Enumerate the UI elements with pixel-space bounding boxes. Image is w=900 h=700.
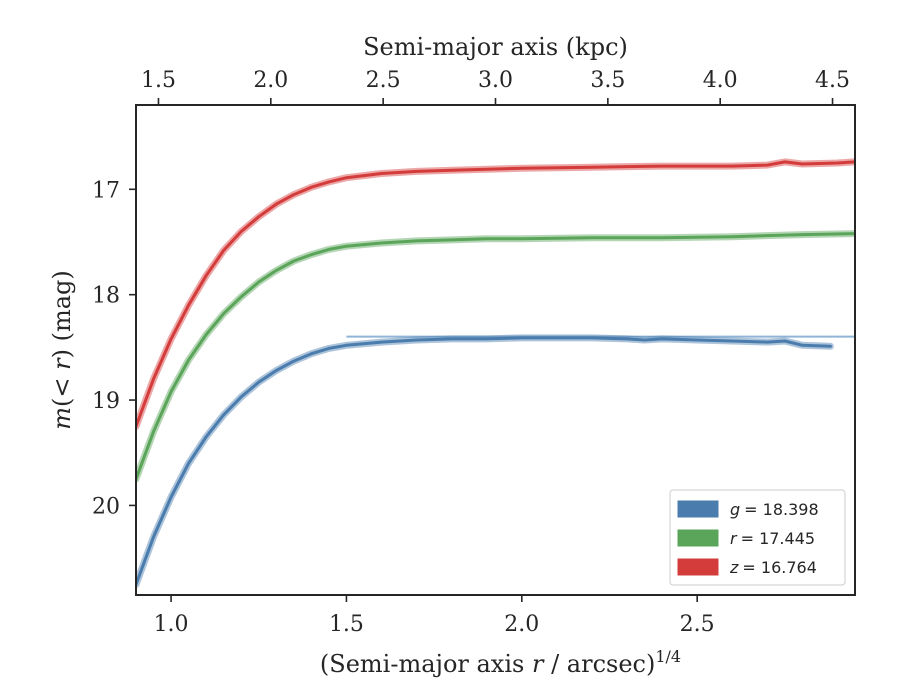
y-axis-title-close: ) — [48, 349, 76, 358]
legend-entry-g: g = 18.398 — [677, 500, 819, 519]
x-tick-label: 1.0 — [154, 612, 189, 637]
legend-label-g: g = 18.398 — [730, 500, 819, 519]
x-tick-label: 2.0 — [504, 612, 539, 637]
top-axis-title: Semi-major axis (kpc) — [363, 33, 628, 61]
top-tick-label: 4.5 — [815, 68, 850, 93]
legend-label-r: r = 17.445 — [730, 529, 815, 548]
y-axis-title-r: r — [48, 357, 76, 370]
top-tick-label: 2.0 — [253, 68, 288, 93]
x-tick-label: 1.5 — [329, 612, 364, 637]
series-layer — [136, 158, 855, 588]
y-tick-label: 18 — [92, 284, 120, 309]
x-axis-title-pre: (Semi-major axis — [320, 650, 532, 678]
legend-label-z: z = 16.764 — [729, 558, 817, 577]
legend-value-z: = 16.764 — [742, 558, 816, 577]
y-axis-title-var: m — [48, 407, 76, 430]
y-axis-title-unit: (mag) — [48, 270, 76, 349]
top-tick-label: 4.0 — [703, 68, 738, 93]
series-line-z — [136, 160, 855, 428]
legend-value-g: = 18.398 — [744, 500, 818, 519]
x-axis-title-var: r — [532, 650, 545, 678]
x-axis-title: (Semi-major axis r / arcsec)1/4 — [320, 647, 681, 678]
legend-entry-z: z = 16.764 — [677, 558, 817, 577]
legend-swatch-g — [677, 500, 719, 518]
x-axis-title-sup: 1/4 — [655, 647, 681, 666]
legend-var-g: g — [730, 500, 740, 519]
series-line-g — [136, 336, 832, 586]
ticks-layer: 1.0 1.5 2.0 2.5 17 18 19 20 1.5 2.0 2.5 3.0 3.5 4.0 4.… — [92, 68, 850, 637]
legend-var-r: r — [730, 529, 738, 548]
series-line-r — [136, 232, 855, 481]
y-axis-title-open: ( — [48, 398, 76, 407]
legend-entry-r: r = 17.445 — [677, 529, 815, 548]
legend-swatch-r — [677, 529, 719, 547]
y-axis-title: m(< r) (mag) — [48, 270, 76, 430]
top-tick-label: 2.5 — [366, 68, 401, 93]
x-axis-title-post: / arcsec) — [543, 650, 655, 678]
y-tick-label: 19 — [92, 389, 120, 414]
top-tick-label: 1.5 — [141, 68, 176, 93]
y-tick-label: 17 — [92, 178, 120, 203]
legend-swatch-z — [677, 558, 719, 576]
legend: g = 18.398 r = 17.445 z = 16.764 — [669, 489, 846, 586]
y-axis-title-lt: < — [48, 370, 76, 398]
legend-value-r: = 17.445 — [741, 529, 815, 548]
x-tick-label: 2.5 — [680, 612, 715, 637]
top-tick-label: 3.0 — [478, 68, 513, 93]
top-tick-label: 3.5 — [590, 68, 625, 93]
y-tick-label: 20 — [92, 494, 120, 519]
legend-var-z: z — [729, 558, 739, 577]
